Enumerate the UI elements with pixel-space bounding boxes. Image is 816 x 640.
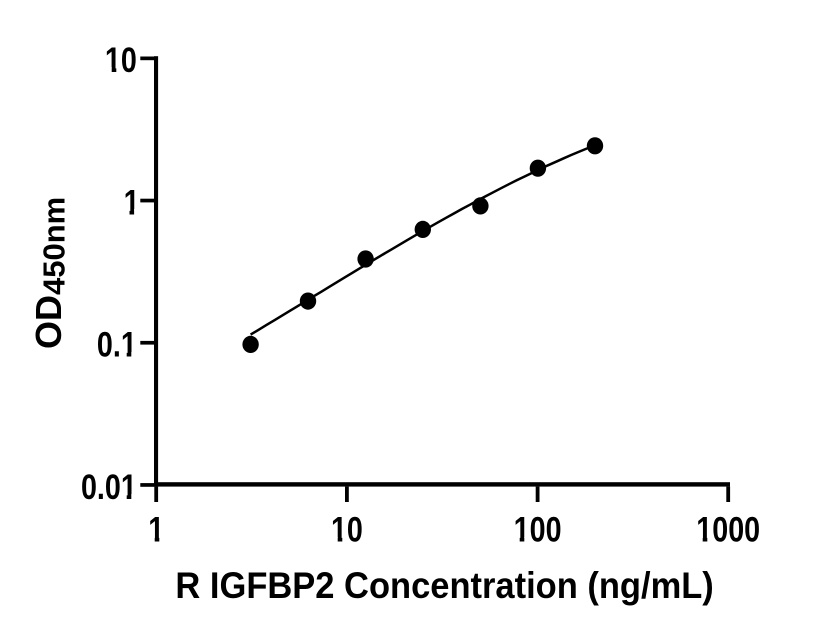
svg-text:0.1: 0.1 xyxy=(97,325,137,364)
svg-text:10: 10 xyxy=(105,40,137,79)
svg-text:1: 1 xyxy=(148,510,164,549)
svg-text:R IGFBP2 Concentration (ng/mL): R IGFBP2 Concentration (ng/mL) xyxy=(175,563,713,606)
svg-text:0.01: 0.01 xyxy=(81,467,137,506)
svg-text:1: 1 xyxy=(124,183,140,222)
svg-text:OD450nm: OD450nm xyxy=(28,197,72,349)
svg-text:10: 10 xyxy=(331,510,363,549)
svg-text:100: 100 xyxy=(514,510,562,549)
svg-text:1000: 1000 xyxy=(696,510,760,549)
